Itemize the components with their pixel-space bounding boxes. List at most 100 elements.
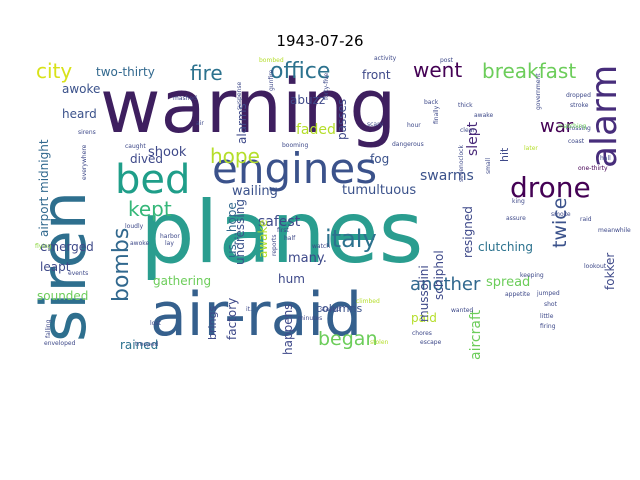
cloud-word: schiphol xyxy=(432,250,446,300)
cloud-word: many. xyxy=(288,251,327,266)
cloud-word: stayed xyxy=(320,306,340,313)
cloud-word: coast xyxy=(568,138,585,145)
cloud-word: heard xyxy=(62,107,97,121)
cloud-word: drone xyxy=(510,171,591,204)
cloud-word: back xyxy=(424,99,439,106)
cloud-word: bombed xyxy=(259,57,284,64)
cloud-word: sirens xyxy=(78,129,96,136)
cloud-word: front xyxy=(362,68,391,82)
cloud-word: flying xyxy=(35,243,52,250)
cloud-word: began xyxy=(318,328,378,350)
cloud-word: appetite xyxy=(505,291,530,298)
cloud-word: lay xyxy=(165,240,174,247)
cloud-word: mussolini xyxy=(417,265,431,322)
cloud-word: air-raid xyxy=(150,280,362,350)
cloud-word: siren xyxy=(27,191,100,342)
cloud-word: stroke xyxy=(570,102,589,109)
cloud-word: awake xyxy=(474,112,494,119)
cloud-word: two-thirty xyxy=(96,65,155,79)
cloud-word: swarms xyxy=(420,168,474,184)
cloud-word: twice xyxy=(549,198,571,248)
cloud-word: meanwhile xyxy=(598,227,631,234)
cloud-word: awake xyxy=(256,220,270,258)
cloud-word: another xyxy=(410,274,481,295)
cloud-word: columns xyxy=(316,302,362,315)
cloud-word: wanted xyxy=(451,307,473,314)
cloud-word: small xyxy=(485,158,492,174)
cloud-word: crossing xyxy=(566,125,591,132)
cloud-word: clutching xyxy=(478,240,533,254)
cloud-word: us…hope xyxy=(225,202,239,258)
cloud-word: kept xyxy=(128,197,172,221)
cloud-word: fokker xyxy=(603,253,617,290)
cloud-word: hum xyxy=(278,272,305,286)
cloud-word: tumultuous xyxy=(342,183,416,198)
cloud-word: resigned xyxy=(461,206,475,258)
cloud-word: reports xyxy=(271,235,278,256)
cloud-word: thick xyxy=(458,102,473,109)
cloud-word: bed xyxy=(115,157,190,203)
cloud-word: passes xyxy=(335,99,349,140)
cloud-word: dived xyxy=(130,152,163,166)
cloud-word: raid xyxy=(580,216,592,223)
cloud-word: sounded xyxy=(37,289,88,303)
cloud-word: falling xyxy=(45,319,52,338)
cloud-word: harbor xyxy=(160,233,180,240)
cloud-word: shook xyxy=(148,145,187,160)
cloud-word: everywhere xyxy=(81,144,88,180)
cloud-word: dangerous xyxy=(392,141,424,148)
cloud-word: shot xyxy=(544,301,558,308)
cloud-word: later xyxy=(524,145,538,152)
cloud-word: lookout xyxy=(584,263,607,270)
cloud-word: faded xyxy=(296,122,336,138)
cloud-word: forty-five xyxy=(323,72,330,100)
cloud-word: happens xyxy=(281,304,295,355)
cloud-word: alarm xyxy=(584,65,625,168)
cloud-word: climbed xyxy=(356,298,380,305)
cloud-word: matching xyxy=(558,123,586,130)
cloud-word: trooped xyxy=(135,341,159,348)
cloud-word: factory xyxy=(225,298,239,340)
cloud-word: government xyxy=(535,73,542,110)
cloud-word: hit xyxy=(498,147,511,162)
cloud-word: firing xyxy=(540,323,556,330)
cloud-word: air xyxy=(196,120,204,127)
cloud-word: mashed xyxy=(173,95,197,102)
cloud-word: finally xyxy=(433,105,440,124)
cloud-word: fog xyxy=(370,152,389,166)
cloud-word: italy xyxy=(325,225,377,253)
cloud-word: it. xyxy=(246,306,252,313)
cloud-word: half xyxy=(284,235,296,242)
cloud-word: airport midnight xyxy=(37,139,51,237)
cloud-word: awoke xyxy=(130,240,150,247)
cloud-word: first xyxy=(277,227,289,234)
cloud-word: hall xyxy=(600,155,611,162)
cloud-word: brings xyxy=(206,305,219,340)
cloud-word: warning xyxy=(100,64,396,150)
cloud-word: suspense xyxy=(236,82,243,110)
cloud-word: office xyxy=(270,59,330,84)
cloud-word: minutes xyxy=(298,315,322,322)
cloud-word: leapt xyxy=(40,260,71,274)
cloud-word: one-thirty xyxy=(578,165,608,172)
cloud-word: gathering xyxy=(153,274,211,288)
cloud-word: caught xyxy=(125,143,146,150)
cloud-word: hour xyxy=(407,122,421,129)
cloud-word: escape xyxy=(420,339,442,346)
cloud-word: assure xyxy=(506,215,526,222)
cloud-word: enveloped xyxy=(44,340,76,347)
cloud-word: activity xyxy=(374,55,397,62)
cloud-word: lost xyxy=(150,320,161,327)
cloud-word: wailing xyxy=(232,184,278,199)
cloud-word: chores xyxy=(412,330,432,337)
cloud-word: events xyxy=(68,270,88,277)
cloud-word: fire xyxy=(190,61,223,85)
cloud-word: scary xyxy=(367,121,384,128)
cloud-word: hope xyxy=(210,144,260,168)
cloud-word: watch xyxy=(312,243,330,250)
cloud-word: keeping xyxy=(520,272,544,279)
cloud-word: sevenoclock xyxy=(458,145,465,182)
cloud-word: emerged xyxy=(40,240,94,254)
